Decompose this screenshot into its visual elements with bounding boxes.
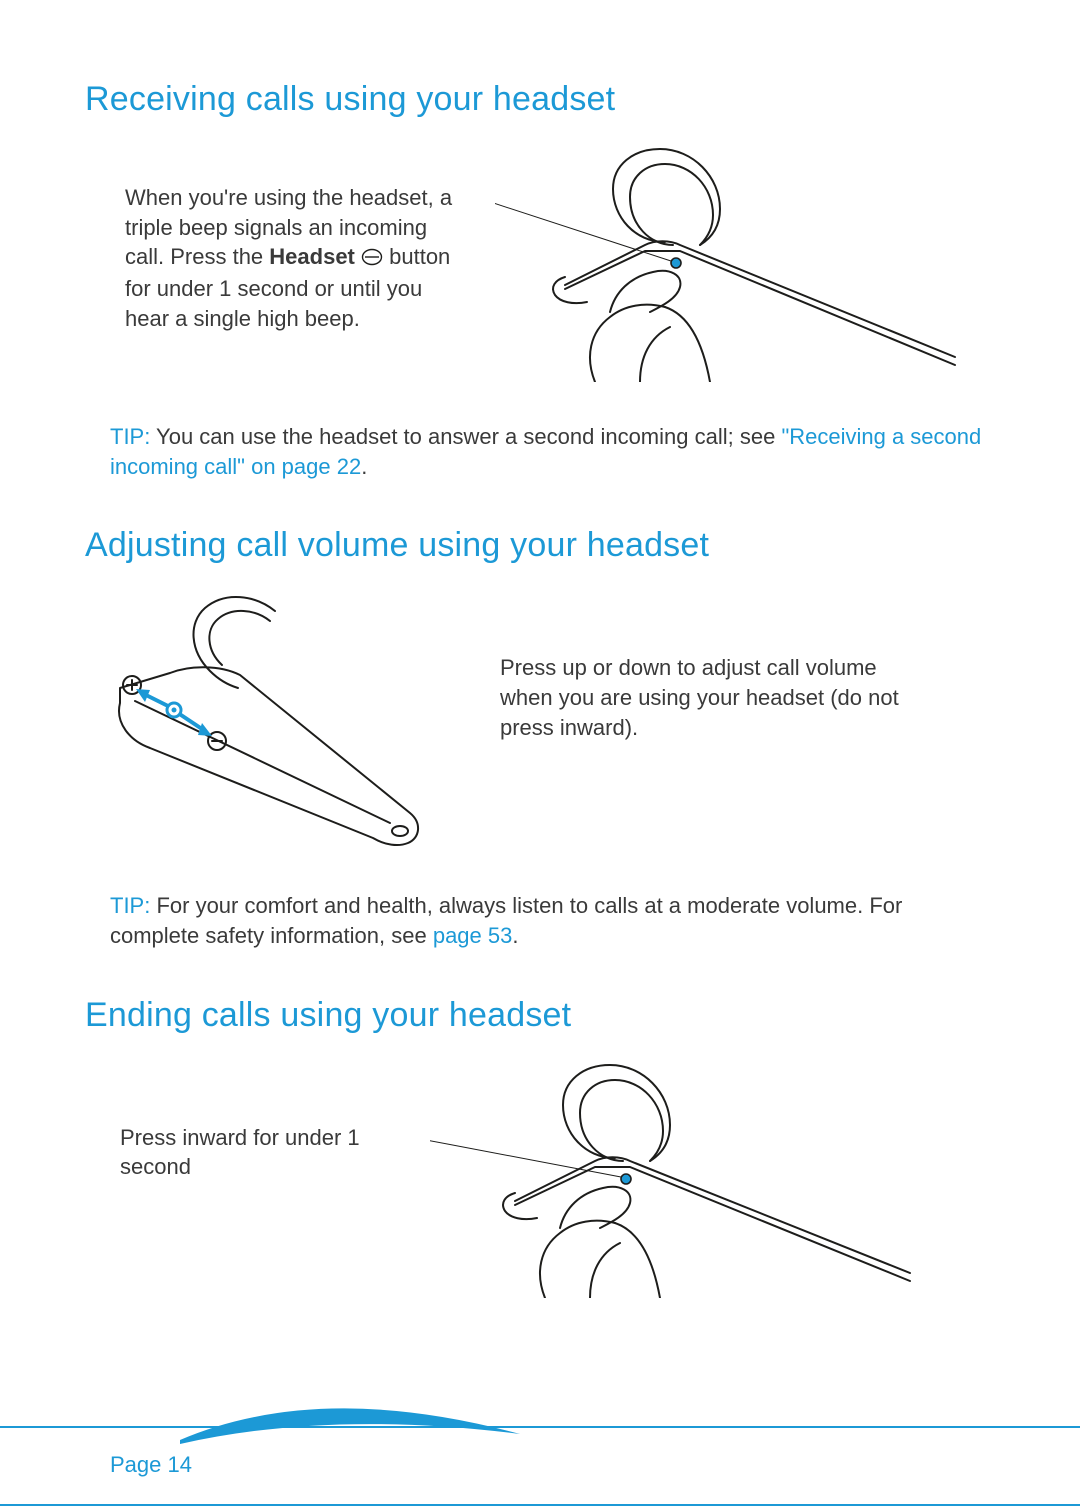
s2-tip-after: . xyxy=(512,923,518,948)
section3-illustration xyxy=(430,1063,920,1298)
s1-tip-after: . xyxy=(361,454,367,479)
page-number: Page 14 xyxy=(110,1452,192,1478)
page-footer: Page 14 xyxy=(0,1426,1080,1506)
s1-tip-text: You can use the headset to answer a seco… xyxy=(150,424,781,449)
section1-text: When you're using the headset, a triple … xyxy=(125,147,465,333)
section2-text: Press up or down to adjust call volume w… xyxy=(500,593,910,742)
section1-title: Receiving calls using your headset xyxy=(85,80,995,119)
headset-button-icon xyxy=(361,244,383,274)
section2-tip: TIP: For your comfort and health, always… xyxy=(85,891,995,950)
tip2-label: TIP: xyxy=(110,893,150,918)
section3-text: Press inward for under 1 second xyxy=(120,1063,370,1182)
tip-label: TIP: xyxy=(110,424,150,449)
section1-tip: TIP: You can use the headset to answer a… xyxy=(85,422,995,481)
section3-row: Press inward for under 1 second xyxy=(85,1063,995,1298)
section1-row: When you're using the headset, a triple … xyxy=(85,147,995,382)
s1-bold: Headset xyxy=(269,244,355,269)
section2-row: Press up or down to adjust call volume w… xyxy=(85,593,995,863)
footer-swoosh-icon xyxy=(180,1400,520,1445)
section1-illustration xyxy=(495,147,965,382)
section2-title: Adjusting call volume using your headset xyxy=(85,526,995,565)
section3-title: Ending calls using your headset xyxy=(85,996,995,1035)
s2-tip-link[interactable]: page 53 xyxy=(433,923,513,948)
section2-illustration xyxy=(110,593,470,863)
